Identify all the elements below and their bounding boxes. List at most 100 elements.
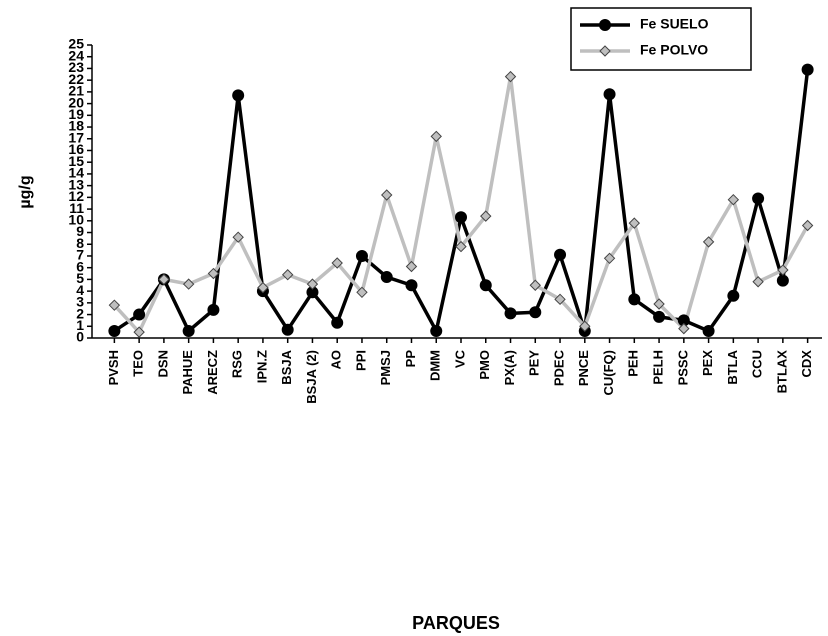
y-tick-label: 5 <box>76 270 84 286</box>
y-tick-label: 18 <box>68 118 84 134</box>
data-point <box>455 211 467 224</box>
data-point <box>430 324 443 337</box>
data-point <box>108 324 121 337</box>
y-tick-label: 22 <box>68 71 84 87</box>
y-tick-label: 16 <box>68 141 84 157</box>
data-point <box>777 264 789 276</box>
data-point <box>752 192 765 205</box>
data-point <box>529 279 541 291</box>
data-point <box>380 271 393 284</box>
data-point <box>677 314 690 327</box>
data-point <box>480 210 492 222</box>
x-tick-label: PMSJ <box>378 350 393 385</box>
series-line <box>113 74 810 334</box>
y-axis-label: µg/g <box>17 175 34 208</box>
y-tick-label: 9 <box>76 223 84 239</box>
data-point <box>653 298 665 310</box>
x-tick-label: PX(A) <box>502 350 517 385</box>
data-point <box>207 267 220 280</box>
data-point <box>281 269 294 281</box>
legend-box <box>570 7 752 71</box>
y-tick-label: 21 <box>68 83 84 99</box>
x-tick-label: PAHUE <box>180 350 195 395</box>
x-tick-label: PSSC <box>675 349 690 385</box>
data-point <box>628 293 641 306</box>
y-tick-label: 19 <box>68 106 84 122</box>
y-tick-label: 25 <box>68 36 84 52</box>
x-tick-label: CU(FQ) <box>601 350 616 396</box>
x-tick-label: BSJA <box>279 349 294 384</box>
data-point <box>801 63 814 76</box>
x-tick-label: PNCE <box>576 350 591 386</box>
data-point <box>381 189 393 201</box>
y-tick-label: 3 <box>76 294 84 310</box>
data-point <box>257 281 269 294</box>
x-tick-label: PVSH <box>106 350 121 385</box>
y-tick-label: 7 <box>76 247 84 263</box>
series-line <box>113 69 810 333</box>
data-point <box>232 231 244 243</box>
data-point <box>355 249 368 262</box>
y-tick-label: 15 <box>68 153 84 169</box>
y-tick-label: 11 <box>69 200 84 216</box>
data-point <box>306 286 319 299</box>
data-point <box>752 276 764 288</box>
data-point <box>182 324 195 337</box>
data-point <box>405 260 418 273</box>
x-tick-label: DMM <box>428 350 443 381</box>
data-point <box>430 130 442 143</box>
data-point <box>628 217 641 229</box>
data-point <box>702 236 715 248</box>
data-point <box>232 89 245 102</box>
y-tick-label: 24 <box>68 47 84 63</box>
data-point <box>653 310 666 323</box>
y-tick-label: 2 <box>76 305 84 321</box>
x-tick-label: ARECZ <box>205 350 220 395</box>
data-point <box>727 193 740 206</box>
x-tick-label: PPI <box>353 350 368 371</box>
y-tick-label: 4 <box>76 282 84 298</box>
x-tick-label: PDEC <box>551 349 566 386</box>
y-tick-label: 13 <box>68 176 84 192</box>
x-tick-label: TEO <box>131 350 146 377</box>
data-point <box>133 308 146 321</box>
y-tick-label: 23 <box>68 59 84 75</box>
x-tick-label: VC <box>452 349 467 368</box>
y-tick-label: 8 <box>76 235 84 251</box>
data-point <box>727 289 740 302</box>
x-tick-label: PP <box>403 350 418 368</box>
x-tick-label: PEY <box>527 350 542 376</box>
x-tick-label: DSN <box>155 350 170 377</box>
data-point <box>603 88 616 101</box>
data-point <box>479 279 492 292</box>
legend-label: Fe POLVO <box>640 42 708 58</box>
y-tick-label: 17 <box>68 129 84 145</box>
data-point <box>306 278 319 290</box>
y-tick-label: 10 <box>68 212 84 228</box>
x-axis-label: PARQUES <box>412 613 500 633</box>
data-point <box>207 303 220 316</box>
data-point <box>405 279 418 292</box>
x-tick-label: IPN.Z <box>254 350 269 383</box>
data-point <box>801 219 814 232</box>
x-tick-label: RSG <box>230 350 245 378</box>
y-tick-label: 20 <box>68 94 84 110</box>
x-tick-label: PELH <box>651 350 666 385</box>
data-point <box>579 320 591 332</box>
x-tick-label: BTLAX <box>774 350 789 394</box>
data-point <box>504 307 517 320</box>
legend-marker <box>599 19 611 31</box>
y-tick-label: 1 <box>76 317 84 333</box>
x-tick-label: PEH <box>626 350 641 377</box>
x-tick-label: BTLA <box>725 349 740 384</box>
data-point <box>603 252 616 265</box>
data-point <box>331 257 343 269</box>
x-tick-label: CDX <box>799 350 814 378</box>
data-point <box>702 324 715 337</box>
data-point <box>776 274 789 287</box>
data-point <box>554 248 567 261</box>
data-point <box>504 70 517 83</box>
data-point <box>356 286 368 298</box>
x-tick-label: PMO <box>477 350 492 380</box>
x-tick-label: CCU <box>750 350 765 378</box>
